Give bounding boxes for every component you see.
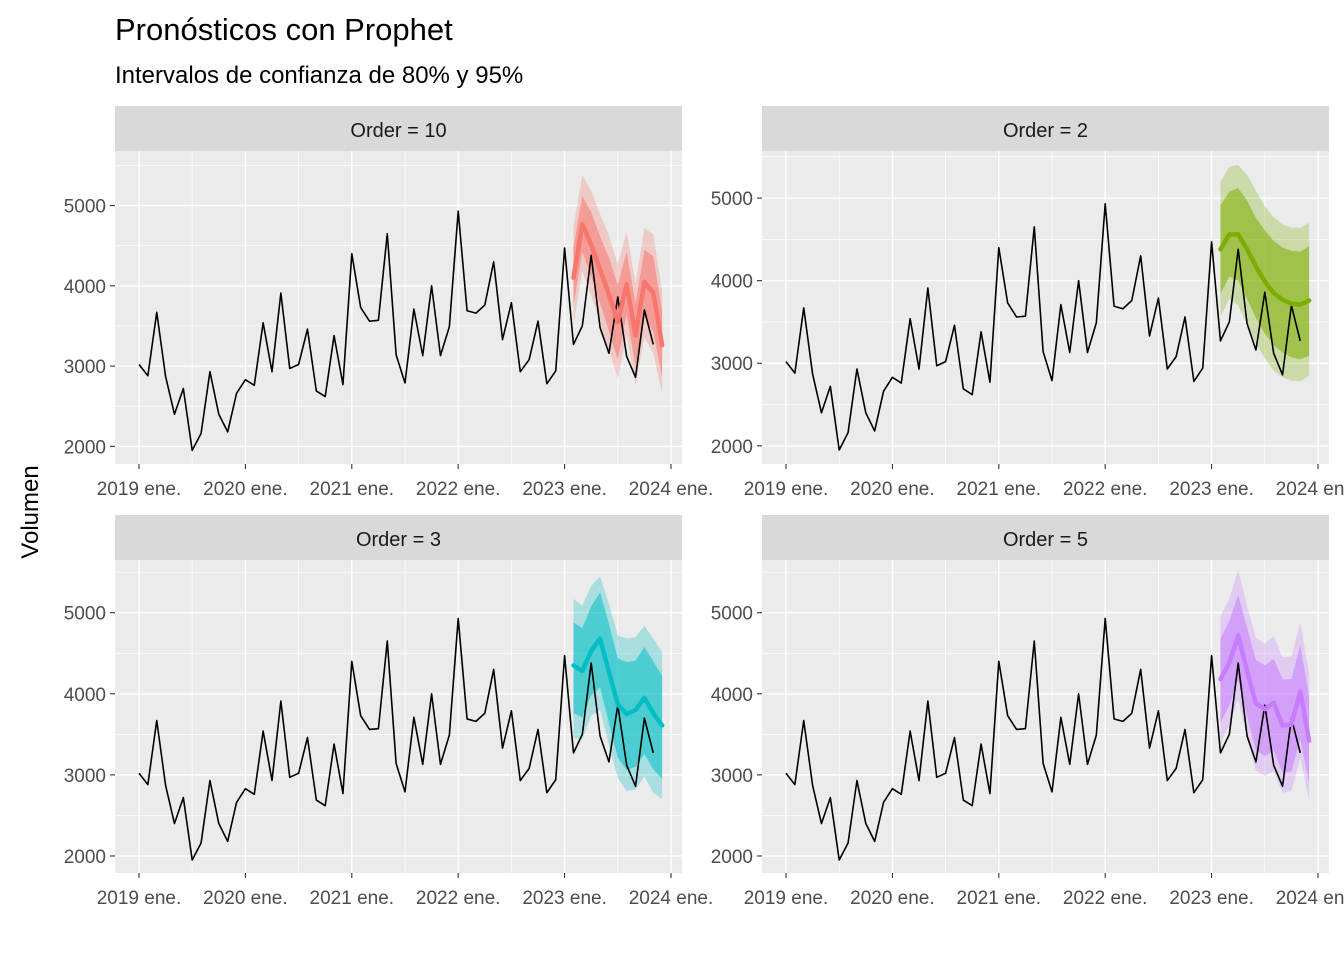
x-tick-label: 2023 ene. [1169,479,1254,500]
actual-series-line [138,210,655,452]
facet-strip-label: Order = 10 [350,120,446,142]
x-tick-label: 2024 ene. [629,888,714,909]
interval-80-band [573,592,663,779]
x-tick-label: 2023 ene. [522,479,607,500]
x-tick-label: 2021 ene. [310,479,395,500]
y-tick-label: 3000 [64,766,106,787]
y-tick-label: 2000 [711,437,753,458]
facet-strip [762,515,1329,560]
actual-series-line [785,203,1302,451]
chart-title: Pronósticos con Prophet [115,12,453,47]
panel-background [115,151,682,464]
facet-panel: Order = 5 2000 3000 4000 5000 2019 ene. 2020 e… [711,515,1344,909]
x-tick-label: 2020 ene. [850,479,935,500]
facet-panel: Order = 10 2000 3000 4000 5000 2019 ene. 2020 … [64,106,714,500]
actual-series-line [138,617,655,861]
x-tick-label: 2020 ene. [203,888,288,909]
y-tick-label: 3000 [711,354,753,375]
y-tick-label: 3000 [711,766,753,787]
y-tick-label: 2000 [64,437,106,458]
x-tick-label: 2024 ene. [629,479,714,500]
plot-area [785,569,1312,861]
x-tick-label: 2020 ene. [203,479,288,500]
x-tick-label: 2019 ene. [744,479,829,500]
y-tick-label: 2000 [711,847,753,868]
x-tick-label: 2021 ene. [310,888,395,909]
facet-strip-label: Order = 3 [356,529,441,551]
x-tick-label: 2019 ene. [744,888,829,909]
chart-subtitle: Intervalos de confianza de 80% y 95% [115,62,523,89]
plot-area [138,576,665,861]
forecast-mean-line [571,221,665,348]
y-tick-label: 5000 [711,189,753,210]
forecast-mean-line [1218,633,1312,744]
x-tick-label: 2022 ene. [1063,479,1148,500]
y-tick-label: 4000 [711,272,753,293]
facet-strip-label: Order = 2 [1003,120,1088,142]
x-tick-label: 2019 ene. [97,479,182,500]
y-tick-label: 5000 [64,197,106,218]
x-tick-label: 2021 ene. [957,888,1042,909]
facet-panels: Order = 10 2000 3000 4000 5000 2019 ene. 2020 … [64,106,1344,909]
forecast-mean-line [1218,232,1312,307]
interval-80-band [1220,188,1310,360]
interval-80-band [573,195,663,378]
facet-panel: Order = 2 2000 3000 4000 5000 2019 ene. 2020 e… [711,106,1344,500]
y-tick-label: 2000 [64,847,106,868]
x-tick-label: 2024 ene. [1276,479,1344,500]
actual-series-line [785,617,1302,861]
facet-strip-label: Order = 5 [1003,529,1088,551]
facet-strip [115,515,682,560]
y-axis-label: Volumen [17,465,44,558]
interval-80-band [1220,594,1310,783]
x-tick-label: 2023 ene. [1169,888,1254,909]
y-tick-label: 5000 [64,604,106,625]
plot-area [138,175,665,452]
forecast-mean-line [571,636,665,728]
x-tick-label: 2020 ene. [850,888,935,909]
x-tick-label: 2022 ene. [416,888,501,909]
x-tick-label: 2022 ene. [416,479,501,500]
x-tick-label: 2021 ene. [957,479,1042,500]
plot-area [785,165,1312,451]
y-tick-label: 5000 [711,604,753,625]
x-tick-label: 2023 ene. [522,888,607,909]
y-tick-label: 4000 [64,277,106,298]
facet-panel: Order = 3 2000 3000 4000 5000 2019 ene. 2020 e… [64,515,714,909]
x-tick-label: 2024 ene. [1276,888,1344,909]
y-tick-label: 4000 [64,685,106,706]
facet-strip [115,106,682,151]
x-tick-label: 2019 ene. [97,888,182,909]
y-tick-label: 3000 [64,357,106,378]
x-tick-label: 2022 ene. [1063,888,1148,909]
facet-strip [762,106,1329,151]
y-tick-label: 4000 [711,685,753,706]
